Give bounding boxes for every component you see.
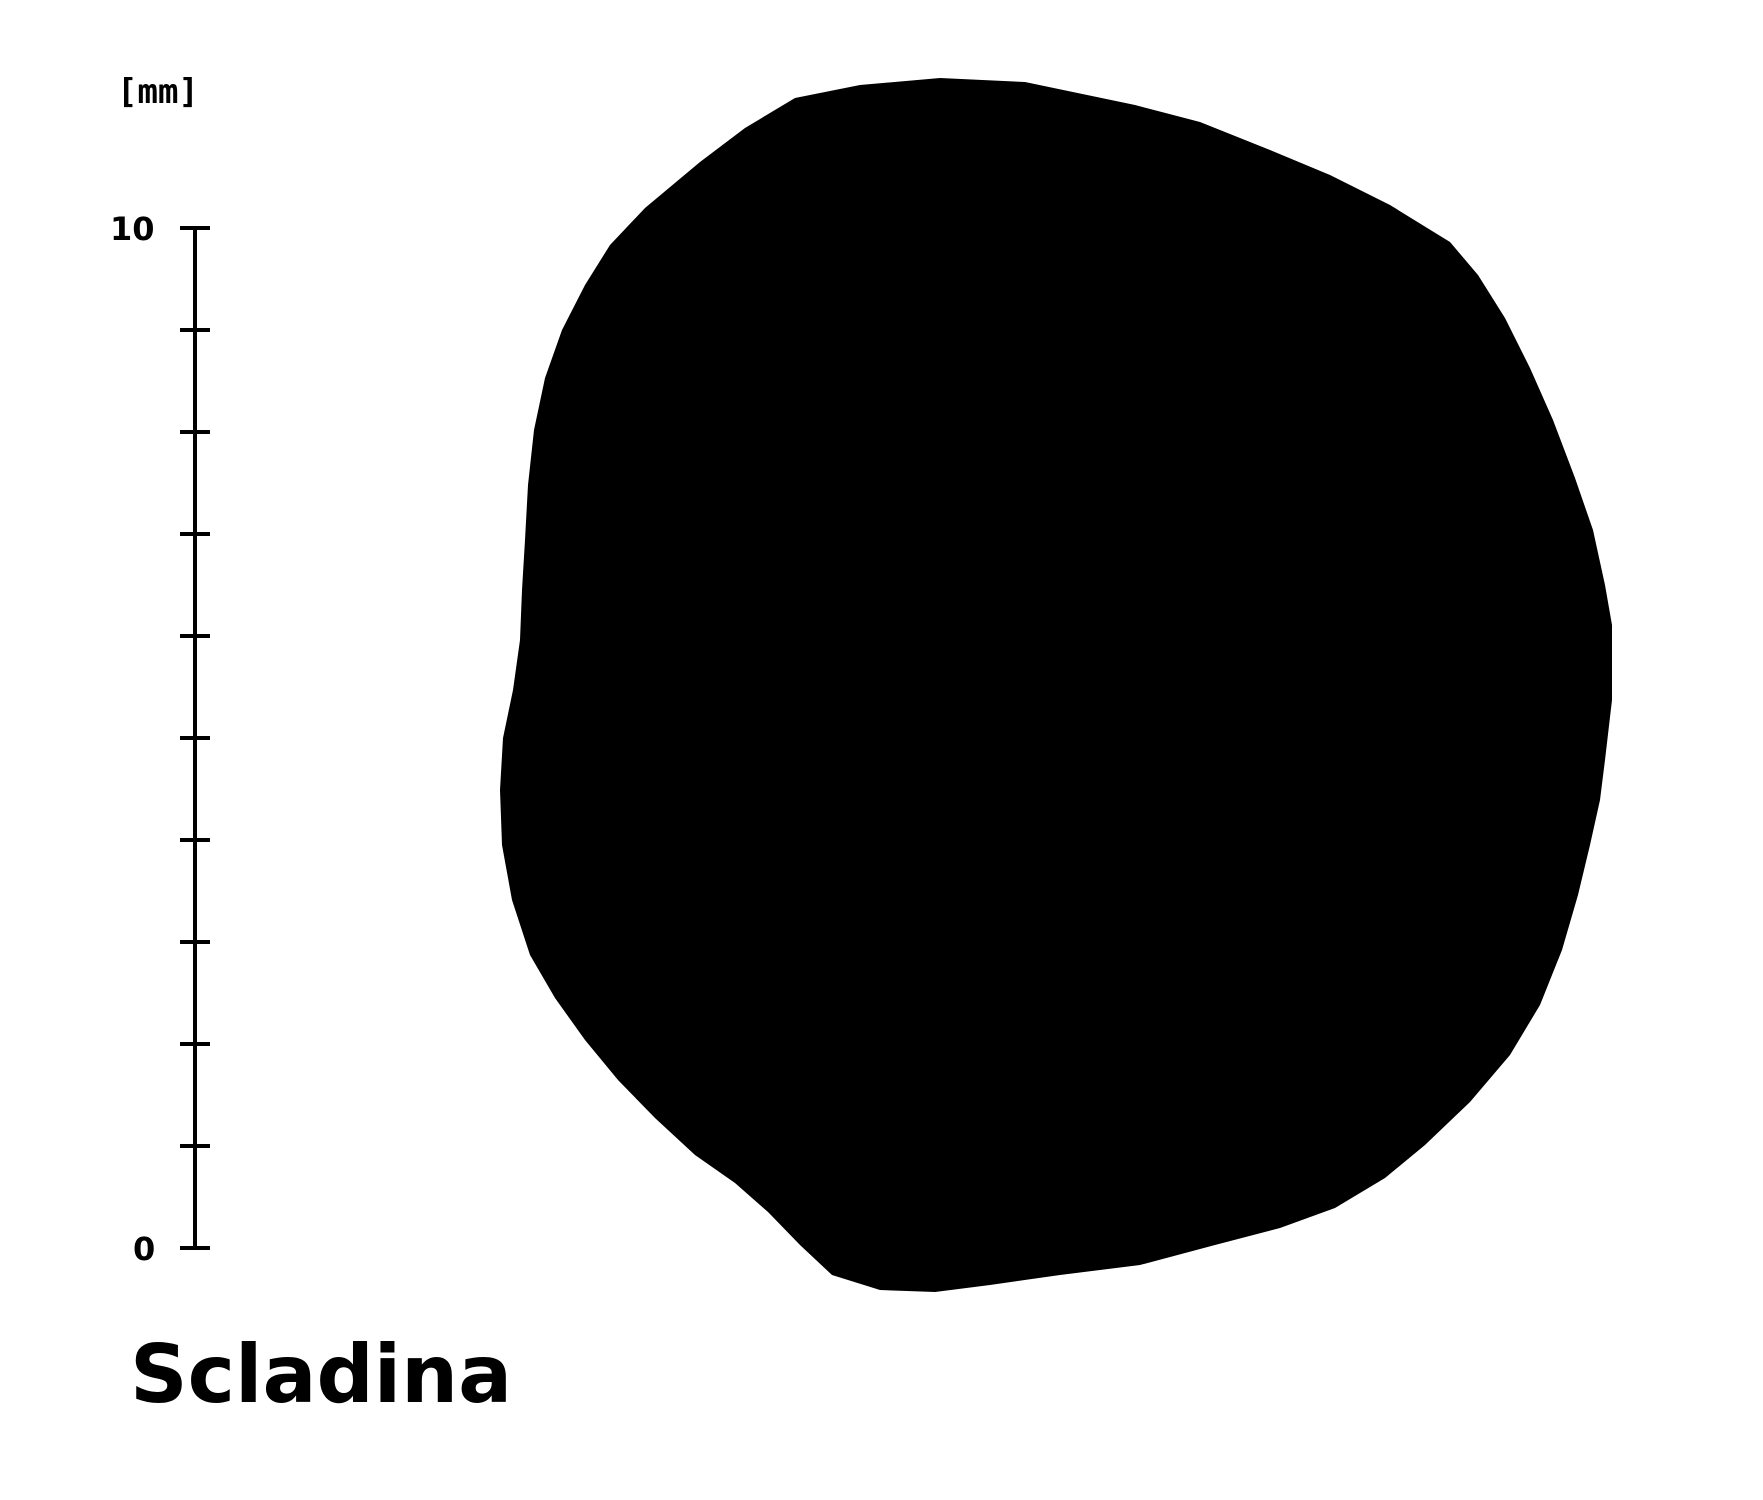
scale-min-label: 0 <box>133 1230 155 1268</box>
scale-bar: 10 0 <box>110 210 210 1268</box>
scale-unit-label: [mm] <box>117 72 199 112</box>
specimen-silhouette <box>500 78 1612 1292</box>
specimen-caption: Scladina <box>130 1328 512 1421</box>
scale-max-label: 10 <box>110 210 155 248</box>
scale-ticks <box>180 226 210 1250</box>
